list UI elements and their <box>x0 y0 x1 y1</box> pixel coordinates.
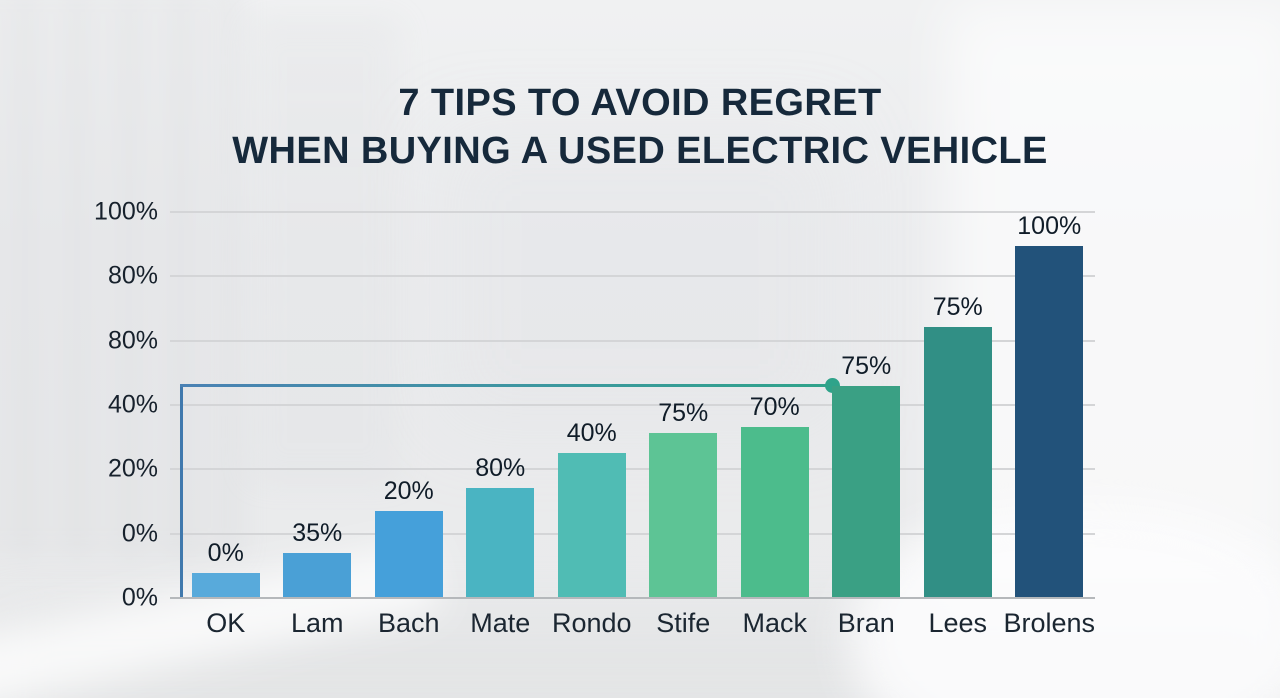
bar-slot: 70% <box>729 212 821 598</box>
bar <box>191 572 260 598</box>
bar-value-label: 70% <box>749 393 800 422</box>
bar <box>466 488 535 598</box>
x-category-label: Mate <box>470 608 531 638</box>
bar <box>374 511 443 598</box>
bar <box>283 552 352 598</box>
grid-line <box>170 532 1095 535</box>
x-category-label: Stife <box>656 608 711 638</box>
bar <box>832 386 901 598</box>
bar-value-label: 35% <box>292 518 343 547</box>
bar-value-label: 75% <box>932 293 983 322</box>
bar-slot: 75% <box>821 212 913 598</box>
grid-line <box>170 275 1095 278</box>
bar <box>1015 246 1084 598</box>
x-category-label: Mack <box>742 608 807 638</box>
x-axis-line <box>170 597 1095 599</box>
bar <box>649 433 718 598</box>
trend-line-horizontal <box>180 384 833 388</box>
y-tick-label: 20% <box>107 454 158 483</box>
bar <box>740 427 809 598</box>
bars-container: 0% 35% 20% 80% 40% 75% 70% 75% 75% 100% <box>180 212 1095 598</box>
bar-value-label: 40% <box>566 418 617 447</box>
y-tick-label: 0% <box>121 583 158 612</box>
bar <box>557 452 626 598</box>
bar-slot: 0% <box>180 212 272 598</box>
y-tick-label: 40% <box>107 390 158 419</box>
bar-value-label: 75% <box>841 352 892 381</box>
bar-slot: 75% <box>638 212 730 598</box>
chart-title: 7 TIPS TO AVOID REGRET WHEN BUYING A USE… <box>0 79 1280 175</box>
y-tick-label: 100% <box>94 197 158 226</box>
y-tick-label: 80% <box>107 326 158 355</box>
bar-value-label: 75% <box>658 399 709 428</box>
bar-slot: 35% <box>272 212 364 598</box>
bar <box>923 327 992 598</box>
trend-line-vertical <box>180 386 183 598</box>
bar-slot: 80% <box>455 212 547 598</box>
bar-value-label: 80% <box>475 454 526 482</box>
bar-slot: 100% <box>1004 212 1096 598</box>
x-category-label: Brolens <box>1003 608 1096 638</box>
x-category-label: Rondo <box>551 608 632 638</box>
grid-line <box>170 468 1095 471</box>
grid-line <box>170 404 1095 406</box>
bar-value-label: 100% <box>1017 212 1082 240</box>
chart-title-line2: WHEN BUYING A USED ELECTRIC VEHICLE <box>232 130 1048 173</box>
grid-line <box>170 339 1095 342</box>
bar-slot: 75% <box>912 212 1004 598</box>
x-category-label: Lam <box>290 608 344 638</box>
bar-value-label: 20% <box>383 477 434 506</box>
bar-slot: 40% <box>546 212 638 598</box>
x-category-label: Bach <box>377 608 440 638</box>
x-axis-labels: OK Lam Bach Mate Rondo Stife Mack Bran Lees Brole… <box>180 598 1095 639</box>
y-axis-labels: 100% 80% 80% 40% 20% 0% 0% <box>86 198 158 612</box>
grid-line <box>170 211 1095 213</box>
plot-area: 0% 35% 20% 80% 40% 75% 70% 75% 75% 100% <box>170 211 1095 599</box>
y-tick-label: 0% <box>121 519 158 548</box>
bar-chart: 100% 80% 80% 40% 20% 0% 0% 0% 35% 20% 80% 40% 75% 70… <box>0 198 1280 639</box>
bar-slot: 20% <box>363 212 455 598</box>
bar-value-label: 0% <box>207 538 244 567</box>
y-tick-label: 80% <box>107 261 158 290</box>
chart-title-line1: 7 TIPS TO AVOID REGRET <box>398 82 882 125</box>
x-category-label: Bran <box>837 608 895 638</box>
x-category-label: OK <box>206 608 246 638</box>
x-category-label: Lees <box>928 608 988 638</box>
